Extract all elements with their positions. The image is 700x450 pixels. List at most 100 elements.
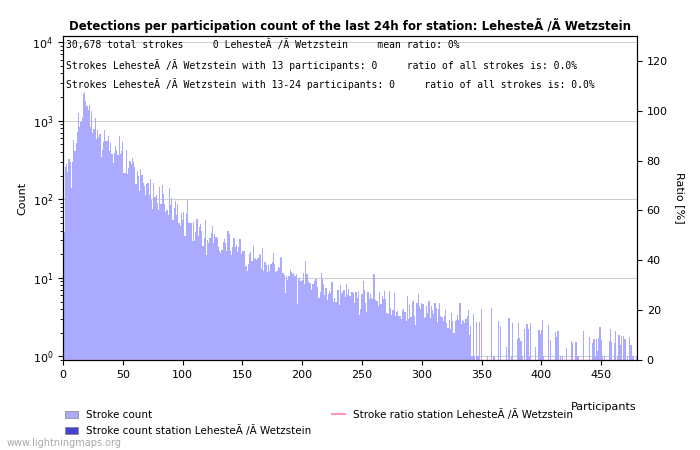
Bar bbox=[115, 147, 116, 450]
Bar bbox=[473, 314, 474, 450]
Bar bbox=[462, 320, 463, 450]
Bar bbox=[434, 303, 435, 450]
Bar bbox=[469, 335, 470, 450]
Bar bbox=[377, 302, 378, 450]
Bar bbox=[125, 172, 126, 450]
Bar bbox=[209, 238, 211, 450]
Bar bbox=[97, 130, 98, 450]
Bar bbox=[316, 279, 317, 450]
Bar bbox=[66, 164, 67, 450]
Bar bbox=[231, 255, 232, 450]
Bar bbox=[530, 324, 531, 450]
Bar bbox=[194, 241, 195, 450]
Bar bbox=[201, 231, 202, 450]
Bar bbox=[596, 339, 597, 450]
Bar bbox=[410, 317, 412, 450]
Bar bbox=[370, 293, 371, 450]
Bar bbox=[447, 328, 449, 450]
Bar bbox=[282, 273, 284, 450]
Bar bbox=[372, 299, 373, 450]
Bar bbox=[174, 208, 175, 450]
Bar bbox=[85, 101, 86, 450]
Bar bbox=[476, 322, 477, 450]
Bar bbox=[268, 265, 270, 450]
Bar bbox=[164, 204, 165, 450]
Bar bbox=[90, 127, 91, 450]
Bar bbox=[211, 233, 212, 450]
Bar bbox=[77, 132, 78, 450]
Bar bbox=[520, 341, 522, 450]
Bar bbox=[621, 336, 622, 450]
Bar bbox=[157, 202, 158, 450]
Bar bbox=[312, 284, 314, 450]
Bar bbox=[272, 262, 273, 450]
Bar bbox=[335, 302, 336, 450]
Text: Strokes LehesteÃ /Ã Wetzstein with 13-24 participants: 0     ratio of all stroke: Strokes LehesteÃ /Ã Wetzstein with 13-24… bbox=[66, 78, 594, 90]
Bar bbox=[71, 188, 72, 450]
Bar bbox=[389, 291, 390, 450]
Bar bbox=[78, 113, 79, 450]
Bar bbox=[239, 238, 241, 450]
Bar bbox=[452, 321, 454, 450]
Bar bbox=[373, 274, 374, 450]
Bar bbox=[118, 135, 120, 450]
Bar bbox=[148, 195, 150, 450]
Bar bbox=[189, 223, 190, 450]
Bar bbox=[385, 299, 386, 450]
Bar bbox=[297, 304, 298, 450]
Bar bbox=[116, 150, 118, 450]
Bar bbox=[200, 224, 201, 450]
Bar bbox=[214, 234, 216, 450]
Bar bbox=[403, 309, 405, 450]
Bar bbox=[104, 130, 106, 450]
Bar bbox=[163, 194, 164, 450]
Bar bbox=[528, 356, 530, 450]
Bar bbox=[183, 212, 184, 450]
Bar bbox=[609, 341, 610, 450]
Bar bbox=[172, 220, 174, 450]
Bar bbox=[126, 150, 127, 450]
Bar bbox=[438, 309, 439, 450]
Text: Strokes LehesteÃ /Ã Wetzstein with 13 participants: 0     ratio of all strokes i: Strokes LehesteÃ /Ã Wetzstein with 13 pa… bbox=[66, 58, 577, 71]
Text: 30,678 total strokes     0 LehesteÃ /Ã Wetzstein     mean ratio: 0%: 30,678 total strokes 0 LehesteÃ /Ã Wetzs… bbox=[66, 39, 459, 50]
Bar bbox=[304, 284, 305, 450]
Bar bbox=[80, 122, 81, 450]
Bar bbox=[330, 292, 332, 450]
Bar bbox=[212, 226, 213, 450]
Bar bbox=[425, 317, 426, 450]
Bar bbox=[451, 313, 452, 450]
Bar bbox=[127, 174, 128, 450]
Bar bbox=[321, 273, 322, 450]
Bar bbox=[300, 281, 302, 450]
Bar bbox=[391, 315, 393, 450]
Bar bbox=[98, 137, 99, 450]
Bar bbox=[138, 176, 139, 450]
Bar bbox=[181, 212, 182, 450]
Bar bbox=[430, 306, 432, 450]
Bar bbox=[326, 288, 327, 450]
Bar bbox=[620, 345, 621, 450]
Bar bbox=[540, 330, 542, 450]
Bar bbox=[307, 281, 309, 450]
Bar bbox=[405, 321, 407, 450]
Bar bbox=[598, 338, 599, 450]
Bar bbox=[340, 285, 341, 450]
Bar bbox=[101, 157, 102, 450]
Bar bbox=[114, 153, 115, 450]
Bar bbox=[359, 315, 360, 450]
Bar bbox=[543, 356, 545, 450]
Bar bbox=[255, 258, 256, 450]
Bar bbox=[599, 327, 601, 450]
Bar bbox=[84, 92, 85, 450]
Bar bbox=[433, 314, 434, 450]
Bar bbox=[175, 201, 176, 450]
Bar bbox=[445, 310, 447, 450]
Bar bbox=[346, 284, 347, 450]
Bar bbox=[361, 293, 363, 450]
Bar bbox=[358, 291, 359, 450]
Bar bbox=[517, 339, 518, 450]
Bar bbox=[382, 296, 383, 450]
Bar bbox=[193, 222, 194, 450]
Bar bbox=[195, 232, 196, 450]
Bar bbox=[578, 356, 579, 450]
